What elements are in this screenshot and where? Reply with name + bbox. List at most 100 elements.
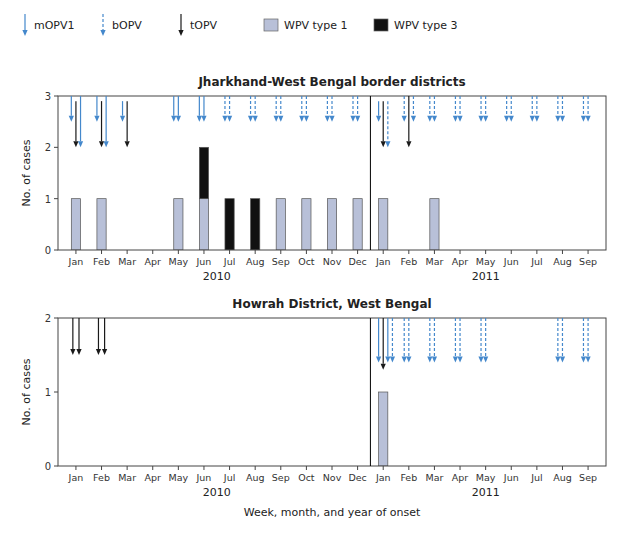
campaign-arrow: [171, 96, 176, 122]
arrow-head: [432, 356, 437, 362]
campaign-arrow: [69, 96, 74, 122]
campaign-arrow: [125, 101, 130, 147]
x-tick-label: Jan: [375, 472, 391, 483]
arrow-shaft: [306, 96, 307, 116]
arrow-head: [411, 116, 416, 122]
campaign-arrow: [406, 96, 411, 147]
x-tick: [152, 466, 153, 470]
x-tick: [357, 250, 358, 254]
arrow-head: [534, 116, 539, 122]
x-tick-label: Aug: [553, 472, 572, 483]
arrow-shaft: [587, 318, 588, 356]
campaign-arrow: [457, 318, 462, 362]
arrow-shaft: [536, 96, 537, 116]
x-tick-label: May: [476, 472, 496, 483]
campaign-arrow: [104, 96, 109, 147]
arrow-shaft: [383, 318, 384, 364]
x-tick: [434, 466, 435, 470]
campaign-arrow: [329, 96, 334, 122]
arrow-head: [427, 116, 432, 122]
campaign-arrow: [585, 96, 590, 122]
bar: [379, 392, 388, 393]
bar: [225, 199, 234, 250]
campaign-arrows: [69, 96, 591, 147]
arrow-shaft: [72, 318, 73, 349]
x-tick-label: Jul: [223, 472, 235, 483]
arrow-head: [76, 349, 81, 355]
arrow-head: [253, 116, 258, 122]
campaign-arrow: [560, 318, 565, 362]
arrow-head: [385, 356, 390, 362]
arrow-head: [304, 116, 309, 122]
y-tick: [54, 96, 58, 97]
bar: [379, 199, 388, 250]
legend-label: WPV type 3: [394, 19, 458, 32]
bar: [379, 392, 388, 466]
campaign-arrow: [504, 96, 509, 122]
arrow-shaft: [224, 96, 225, 116]
legend-arrow: [22, 14, 27, 36]
x-tick-label: Jun: [196, 472, 212, 483]
x-tick: [203, 466, 204, 470]
arrow-shaft: [408, 96, 409, 141]
x-tick: [306, 466, 307, 470]
x-tick-label: Jul: [223, 256, 235, 267]
x-tick: [434, 250, 435, 254]
year-label: 2011: [472, 486, 500, 499]
x-tick: [101, 250, 102, 254]
arrow-head: [201, 116, 206, 122]
arrow-head: [385, 141, 390, 147]
x-tick-label: Sep: [579, 472, 597, 483]
arrow-shaft: [383, 101, 384, 141]
x-tick-label: Nov: [323, 256, 342, 267]
plot-frame: [58, 96, 606, 250]
arrow-head: [94, 116, 99, 122]
x-tick: [229, 466, 230, 470]
campaign-arrow: [299, 96, 304, 122]
x-tick: [357, 466, 358, 470]
campaign-arrow: [390, 318, 395, 362]
bar: [71, 199, 80, 250]
bar: [174, 199, 183, 250]
x-tick-label: Jun: [196, 256, 212, 267]
arrow-shaft: [413, 96, 414, 116]
arrow-shaft: [301, 96, 302, 116]
x-tick-label: Jan: [375, 256, 391, 267]
arrow-shaft: [80, 96, 81, 141]
arrow-shaft: [96, 96, 97, 116]
legend-label: tOPV: [190, 19, 218, 32]
campaign-arrow: [581, 96, 586, 122]
campaign-arrow: [304, 96, 309, 122]
arrow-head: [585, 356, 590, 362]
x-tick: [460, 466, 461, 470]
campaign-arrow: [478, 96, 483, 122]
x-tick-label: Feb: [93, 472, 110, 483]
arrow-head: [350, 116, 355, 122]
arrow-shaft: [378, 318, 379, 356]
campaign-arrow: [585, 318, 590, 362]
y-axis-label: No. of cases: [20, 358, 33, 425]
arrow-shaft: [532, 96, 533, 116]
campaign-arrow: [94, 96, 99, 122]
arrow-head: [381, 364, 386, 370]
campaign-arrow: [227, 96, 232, 122]
campaign-arrow: [432, 96, 437, 122]
y-tick-label: 3: [45, 91, 51, 102]
x-tick: [178, 250, 179, 254]
arrow-head: [376, 356, 381, 362]
campaign-arrow: [176, 96, 181, 122]
arrow-shaft: [98, 318, 99, 349]
arrow-head: [120, 116, 125, 122]
legend-arrow: [100, 14, 105, 36]
arrow-head: [402, 356, 407, 362]
bar: [97, 198, 106, 199]
x-tick: [280, 250, 281, 254]
arrow-shaft: [24, 14, 25, 30]
x-tick-label: Jan: [68, 256, 84, 267]
arrow-shaft: [480, 318, 481, 356]
x-tick: [152, 250, 153, 254]
campaign-arrow: [534, 96, 539, 122]
bar: [71, 198, 80, 199]
arrow-head: [104, 141, 109, 147]
plot-frame: [58, 318, 606, 466]
